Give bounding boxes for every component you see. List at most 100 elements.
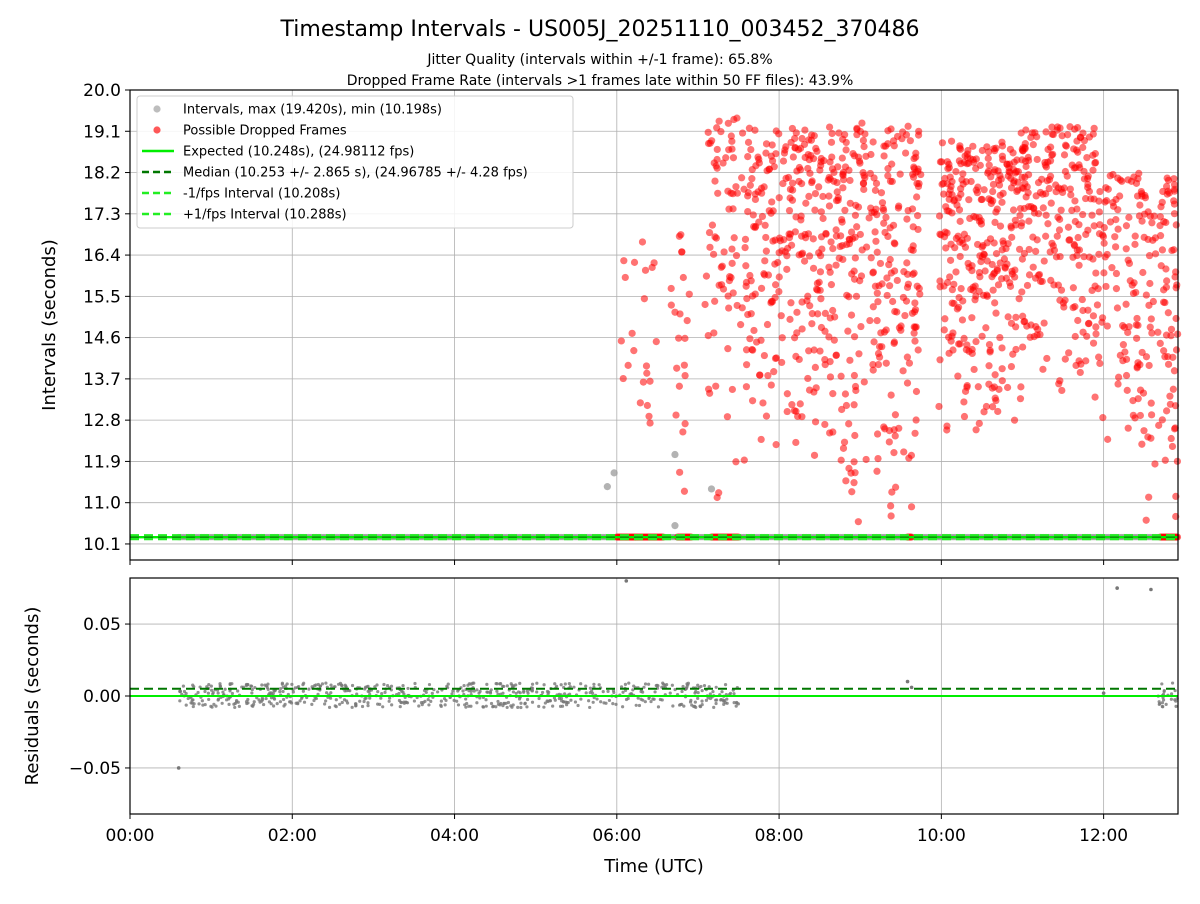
dropped-frame-point xyxy=(792,438,800,447)
dropped-frame-point xyxy=(886,224,894,232)
dropped-frame-point xyxy=(830,168,838,177)
dropped-frame-point xyxy=(978,195,986,204)
dropped-frame-point xyxy=(958,176,966,184)
dropped-frame-point xyxy=(744,310,752,319)
dropped-frame-point xyxy=(1091,393,1099,401)
residual-point xyxy=(289,701,294,705)
residual-point xyxy=(686,681,690,685)
residual-point xyxy=(714,685,718,689)
dropped-frame-point xyxy=(990,383,998,391)
residual-point xyxy=(191,704,195,709)
dropped-frame-point xyxy=(708,221,717,229)
dropped-frame-point xyxy=(1083,153,1091,162)
dropped-frame-point xyxy=(992,309,1000,317)
dropped-frame-point xyxy=(768,198,776,206)
residual-point xyxy=(210,688,214,692)
dropped-frame-point xyxy=(1116,192,1124,200)
residual-point xyxy=(250,687,254,692)
dropped-frame-point xyxy=(1089,312,1098,320)
dropped-frame-point xyxy=(1069,253,1077,261)
dropped-frame-point xyxy=(994,407,1002,416)
residual-point xyxy=(588,705,592,710)
dropped-frame-point xyxy=(1041,158,1049,167)
dropped-frame-point xyxy=(1158,198,1166,206)
dropped-frame-point xyxy=(946,273,954,281)
dropped-frame-point xyxy=(770,368,778,376)
dropped-frame-point xyxy=(1136,411,1144,420)
residual-point xyxy=(301,689,305,693)
dropped-frame-point xyxy=(1016,395,1025,403)
dropped-frame-point xyxy=(748,175,756,183)
dropped-frame-point xyxy=(873,467,881,475)
dropped-frame-point xyxy=(1033,155,1041,164)
dropped-frame-point xyxy=(786,315,794,323)
residual-point xyxy=(467,689,471,693)
dropped-frame-point xyxy=(989,180,998,189)
dropped-frame-point xyxy=(756,371,764,379)
dropped-frame-point xyxy=(1020,249,1029,258)
dropped-frame-point xyxy=(896,170,904,178)
dropped-frame-point xyxy=(1095,250,1103,258)
top-y-tick-label: 18.2 xyxy=(83,164,121,184)
residual-point xyxy=(631,688,635,692)
dropped-frame-point xyxy=(984,169,992,177)
residual-point xyxy=(573,700,578,704)
dropped-frame-point xyxy=(769,237,777,245)
dropped-frame-point xyxy=(855,350,863,358)
residual-point xyxy=(388,696,392,700)
residual-point xyxy=(643,700,647,704)
residual-point xyxy=(643,682,648,686)
dropped-frame-point xyxy=(792,129,800,137)
residual-point xyxy=(668,691,672,695)
dropped-frame-point xyxy=(807,152,815,160)
residual-point xyxy=(499,701,503,706)
residual-point xyxy=(379,696,383,700)
residual-point xyxy=(207,683,211,687)
dropped-frame-point xyxy=(998,152,1007,160)
dropped-frame-point xyxy=(905,359,914,367)
residual-point xyxy=(201,703,205,707)
dropped-frame-point xyxy=(1006,282,1015,290)
dropped-frame-point xyxy=(1142,291,1150,299)
dropped-frame-point xyxy=(779,157,788,165)
dropped-frame-point xyxy=(887,512,895,520)
residual-point xyxy=(302,700,307,704)
dropped-frame-point xyxy=(1043,354,1051,363)
residual-point xyxy=(501,684,505,688)
dropped-frame-point xyxy=(713,145,721,154)
dropped-frame-point xyxy=(821,420,829,429)
residual-point xyxy=(385,684,390,688)
dropped-frame-point xyxy=(991,147,999,155)
residual-point xyxy=(656,705,661,709)
dropped-frame-point xyxy=(1164,360,1173,368)
dropped-frame-point xyxy=(978,146,986,155)
dropped-frame-point xyxy=(1065,349,1073,357)
dropped-frame-point xyxy=(843,291,851,299)
residual-point xyxy=(677,703,682,707)
residual-point xyxy=(260,698,265,702)
dropped-frame-point xyxy=(915,179,923,188)
dropped-frame-point xyxy=(956,217,964,225)
residual-point xyxy=(514,683,518,687)
residual-point xyxy=(599,700,603,704)
dropped-frame-point xyxy=(995,181,1004,189)
dropped-frame-point xyxy=(940,326,948,334)
dropped-frame-point xyxy=(796,144,805,152)
residual-point xyxy=(197,702,201,706)
residual-point xyxy=(1157,702,1161,707)
dropped-frame-point xyxy=(1075,261,1083,269)
dropped-frame-point xyxy=(646,419,654,427)
top-y-ticks: 10.1 11.0 11.9 12.8 13.7 14.6 15.5 16.4 17.3 18.2… xyxy=(83,81,130,555)
dropped-frame-point xyxy=(762,247,770,255)
dropped-frame-point xyxy=(990,239,998,247)
top-y-tick-label: 15.5 xyxy=(83,287,121,307)
dropped-frame-point xyxy=(1018,219,1026,227)
dropped-frame-point xyxy=(617,337,625,345)
dropped-frame-point xyxy=(1122,300,1130,308)
dropped-frame-point xyxy=(1149,297,1157,306)
dropped-frame-point xyxy=(941,174,949,182)
legend-entry-label: -1/fps Interval (10.208s) xyxy=(183,187,340,202)
top-y-axis-label: Intervals (seconds) xyxy=(39,239,60,411)
dropped-frame-point xyxy=(1162,331,1171,339)
dropped-frame-point xyxy=(902,297,911,305)
